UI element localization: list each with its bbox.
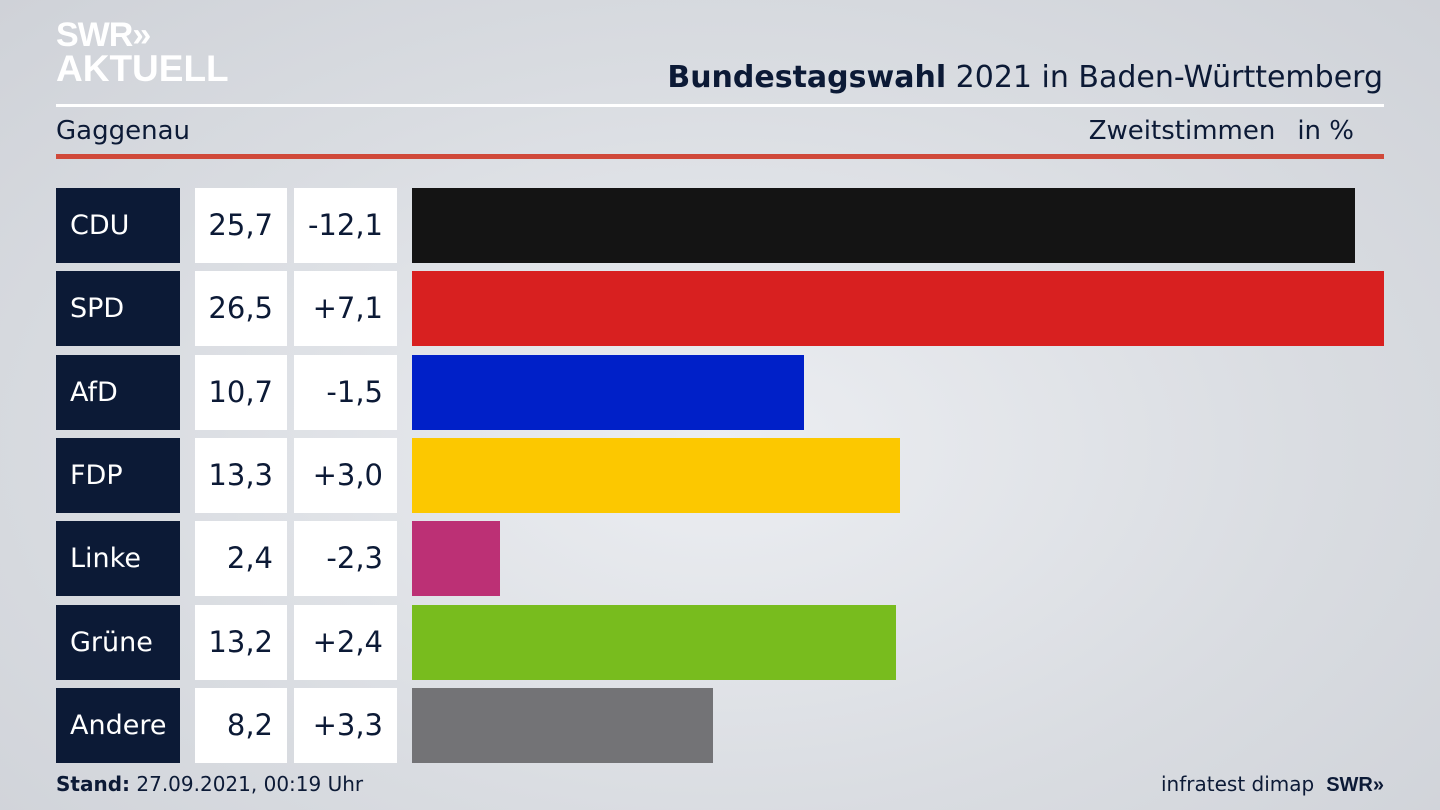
source-label: infratest dimap (1161, 772, 1315, 796)
bar-row-spd: SPD 26,5 +7,1 (56, 271, 1384, 347)
party-label: FDP (56, 437, 180, 513)
title-bold: Bundestagswahl (667, 60, 947, 95)
bar (412, 271, 1384, 347)
bar (412, 687, 713, 763)
logo-line1: SWR» (56, 16, 151, 54)
divider (56, 104, 1384, 107)
bar (412, 521, 501, 597)
diff-label: +7,1 (294, 271, 397, 347)
bar-row-grüne: Grüne 13,2 +2,4 (56, 604, 1384, 680)
value-label: 8,2 (195, 687, 287, 763)
bar (412, 437, 900, 513)
diff-label: +3,3 (294, 687, 397, 763)
party-label: Andere (56, 687, 180, 763)
bar-row-cdu: CDU 25,7 -12,1 (56, 188, 1384, 263)
stand-label: Stand: (56, 772, 131, 796)
value-label: 13,3 (195, 437, 287, 513)
value-label: 13,2 (195, 604, 287, 680)
diff-label: +2,4 (294, 604, 397, 680)
value-label: 10,7 (195, 354, 287, 430)
swr-aktuell-logo: SWR» AKTUELL (56, 16, 229, 89)
logo-line2: AKTUELL (56, 48, 229, 89)
party-label: CDU (56, 188, 180, 263)
party-label: SPD (56, 271, 180, 347)
vote-type: Zweitstimmen (1088, 116, 1276, 146)
bar-row-andere: Andere 8,2 +3,3 (56, 687, 1384, 763)
party-label: AfD (56, 354, 180, 430)
stand-value: 27.09.2021, 00:19 Uhr (130, 772, 364, 796)
swr-brand: SWR» (1326, 774, 1384, 796)
chart-title: Bundestagswahl 2021 in Baden-Württemberg (667, 60, 1383, 95)
region-label: Gaggenau (56, 116, 190, 146)
bar (412, 604, 897, 680)
diff-label: +3,0 (294, 437, 397, 513)
subtitle: Zweitstimmen in % (1089, 116, 1354, 146)
bar-row-afd: AfD 10,7 -1,5 (56, 354, 1384, 430)
party-label: Linke (56, 521, 180, 597)
value-label: 25,7 (195, 188, 287, 263)
bar (412, 354, 805, 430)
diff-label: -1,5 (294, 354, 397, 430)
source: infratest dimap SWR» (1161, 772, 1384, 797)
bar-row-linke: Linke 2,4 -2,3 (56, 521, 1384, 597)
title-rest: 2021 in Baden-Württemberg (946, 60, 1383, 95)
value-label: 26,5 (195, 271, 287, 347)
diff-label: -12,1 (294, 188, 397, 263)
stand: Stand: 27.09.2021, 00:19 Uhr (56, 772, 363, 796)
diff-label: -2,3 (294, 521, 397, 597)
bar (412, 188, 1355, 263)
red-divider (56, 154, 1384, 159)
value-label: 2,4 (195, 521, 287, 597)
bar-row-fdp: FDP 13,3 +3,0 (56, 437, 1384, 513)
unit: in % (1297, 116, 1354, 146)
party-label: Grüne (56, 604, 180, 680)
